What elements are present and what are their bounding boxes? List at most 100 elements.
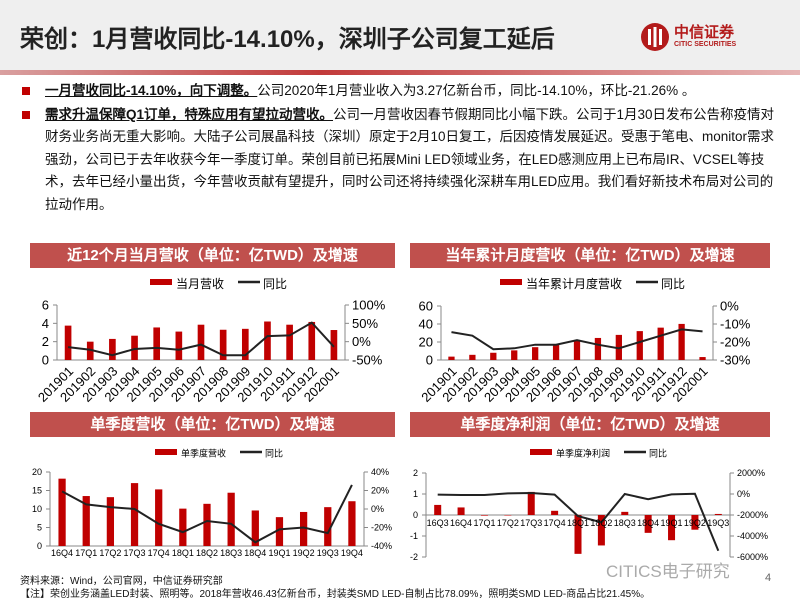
legend-bar-swatch xyxy=(530,449,552,455)
x-tick-label: 16Q4 xyxy=(51,548,73,558)
bar xyxy=(227,492,235,546)
y2-tick-label: 100% xyxy=(352,298,386,313)
bar xyxy=(179,508,187,546)
y-tick-label: 15 xyxy=(32,486,42,496)
y-tick-label: -1 xyxy=(410,531,418,541)
bar xyxy=(299,511,308,546)
x-tick-label: 17Q2 xyxy=(99,548,121,558)
y2-tick-label: -20% xyxy=(371,523,392,533)
bar xyxy=(58,478,66,546)
bar xyxy=(527,491,535,515)
source-note: 资料来源：Wind，公司官网，中信证券研究部 xyxy=(20,576,223,587)
y2-tick-label: -6000% xyxy=(737,552,768,562)
y2-tick-label: 0% xyxy=(352,334,371,349)
y-tick-label: 2 xyxy=(42,334,49,349)
y2-tick-label: -50% xyxy=(352,353,383,368)
bar xyxy=(130,483,139,546)
yoy-line xyxy=(437,491,720,552)
bullet-text: 公司2020年1月营业收入为3.27亿新台币，同比-14.10%，环比-21.2… xyxy=(257,83,696,98)
bar xyxy=(551,510,559,515)
bullet-item: 一月营收同比-14.10%，向下调整。公司2020年1月营业收入为3.27亿新台… xyxy=(22,80,782,103)
x-tick-label: 17Q3 xyxy=(124,548,146,558)
bar xyxy=(82,496,90,546)
x-tick-label: 16Q3 xyxy=(427,518,449,528)
bar xyxy=(573,340,581,360)
bar xyxy=(511,350,518,360)
legend-bar-label: 单季度净利润 xyxy=(556,448,610,459)
bullet-square-icon xyxy=(22,87,30,95)
y2-tick-label: 20% xyxy=(371,486,389,496)
legend-line-label: 同比 xyxy=(649,448,667,459)
x-tick-label: 18Q2 xyxy=(196,548,218,558)
bar xyxy=(109,338,116,360)
y-tick-label: 6 xyxy=(42,298,49,313)
bar xyxy=(264,321,271,360)
legend-line-label: 同比 xyxy=(263,277,287,291)
bar xyxy=(668,515,676,541)
bar xyxy=(175,331,183,360)
bar xyxy=(324,507,332,546)
x-tick-label: 19Q1 xyxy=(661,518,683,528)
y-tick-label: -2 xyxy=(410,552,418,562)
bar xyxy=(448,356,455,360)
x-tick-label: 18Q3 xyxy=(220,548,242,558)
chart-header-cumulative: 当年累计月度营收（单位：亿TWD）及增速 xyxy=(410,243,770,268)
y-tick-label: 20 xyxy=(32,467,42,477)
bar xyxy=(241,328,249,360)
legend-bar-swatch xyxy=(155,449,177,455)
x-tick-label: 18Q4 xyxy=(244,548,266,558)
footnote: 【注】荣创业务涵盖LED封装、照明等。2018年营收46.43亿新台币，封装类S… xyxy=(20,589,651,600)
bullet-text: 公司一月营收因春节假期同比小幅下跌。公司于1月30日发布公告称疫情对财务业务尚无… xyxy=(45,106,775,212)
bar xyxy=(203,503,211,546)
y-tick-label: 0 xyxy=(37,541,42,551)
y-tick-label: 40 xyxy=(419,317,433,332)
bar xyxy=(219,329,227,360)
y2-tick-label: -10% xyxy=(720,317,751,332)
x-tick-label: 17Q4 xyxy=(148,548,170,558)
bar xyxy=(636,331,643,360)
x-tick-label: 17Q1 xyxy=(75,548,97,558)
yoy-line xyxy=(67,321,335,357)
bar xyxy=(480,515,488,516)
x-tick-label: 16Q4 xyxy=(450,518,472,528)
legend-bar-label: 当年累计月度营收 xyxy=(526,276,622,291)
y-tick-label: 1 xyxy=(413,489,418,499)
bar xyxy=(597,515,605,546)
x-tick-label: 18Q1 xyxy=(172,548,194,558)
x-tick-label: 19Q4 xyxy=(341,548,363,558)
x-tick-label: 19Q1 xyxy=(268,548,290,558)
y2-tick-label: -40% xyxy=(371,541,392,551)
page-number: 4 xyxy=(765,572,772,584)
bar xyxy=(457,507,465,515)
x-tick-label: 18Q4 xyxy=(637,518,659,528)
x-tick-label: 19Q3 xyxy=(317,548,339,558)
watermark: CITICS电子研究 xyxy=(606,562,730,581)
x-tick-label: 19Q2 xyxy=(684,518,706,528)
x-tick-label: 19Q3 xyxy=(707,518,729,528)
bar xyxy=(621,511,629,515)
bar xyxy=(286,324,293,360)
bar xyxy=(552,344,560,360)
chart-header-monthly: 近12个月当月营收（单位：亿TWD）及增速 xyxy=(30,243,395,268)
x-tick-label: 19Q2 xyxy=(293,548,315,558)
citic-logo-icon xyxy=(641,23,669,51)
bar xyxy=(714,513,722,515)
y-tick-label: 2 xyxy=(413,468,418,478)
bullet-square-icon xyxy=(22,110,30,119)
legend-bar-swatch xyxy=(500,279,522,285)
legend-bar-swatch xyxy=(150,279,172,285)
y2-tick-label: -20% xyxy=(720,335,751,350)
logo-subtext: CITIC SECURITIES xyxy=(674,41,737,48)
bar xyxy=(155,489,163,546)
bar xyxy=(678,323,685,360)
y-tick-label: 0 xyxy=(413,510,418,520)
bar xyxy=(251,510,259,546)
y2-tick-label: 40% xyxy=(371,467,389,477)
y2-tick-label: 0% xyxy=(737,489,750,499)
chart-header-quarterly-profit: 单季度净利润（单位：亿TWD）及增速 xyxy=(410,412,770,437)
bar xyxy=(594,337,602,360)
y2-tick-label: 50% xyxy=(352,316,378,331)
bullet-lead: 一月营收同比-14.10%，向下调整。 xyxy=(45,83,258,98)
page-title: 荣创：1月营收同比-14.10%，深圳子公司复工延后 xyxy=(20,26,555,53)
